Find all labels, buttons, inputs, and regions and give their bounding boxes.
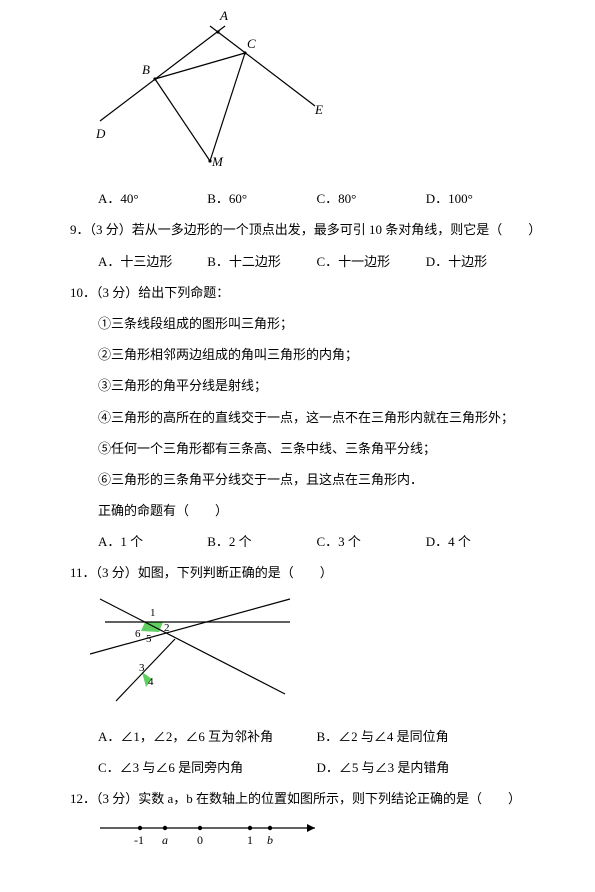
q9-text: 9．（3 分）若从一多边形的一个顶点出发，最多可引 10 条对角线，则它是（ ）	[70, 214, 535, 245]
q12-figure: -1 a 0 1 b	[90, 814, 535, 865]
svg-text:6: 6	[135, 628, 141, 640]
q11-figure: 1 2 5 6 3 4	[90, 589, 535, 715]
svg-text:2: 2	[164, 622, 170, 634]
q8-opt-c: C．80°	[317, 183, 426, 214]
q10-opt-a: A．1 个	[98, 526, 207, 557]
q10-text: 10．（3 分）给出下列命题：	[70, 277, 535, 308]
q11-opt-c: C．∠3 与∠6 是同旁内角	[98, 752, 317, 783]
svg-text:-1: -1	[134, 833, 144, 847]
svg-text:D: D	[95, 126, 106, 141]
q10-s1: ①三条线段组成的图形叫三角形；	[70, 308, 535, 339]
svg-text:A: A	[219, 8, 228, 23]
svg-text:B: B	[142, 62, 150, 77]
q8-opt-d: D．100°	[426, 183, 535, 214]
q9-opt-b: B．十二边形	[207, 246, 316, 277]
q10-s2: ②三角形相邻两边组成的角叫三角形的内角；	[70, 339, 535, 370]
svg-text:3: 3	[139, 662, 145, 674]
q11-opt-b: B．∠2 与∠4 是同位角	[317, 721, 536, 752]
q9-opt-d: D．十边形	[426, 246, 535, 277]
q10-s3: ③三角形的角平分线是射线；	[70, 370, 535, 401]
q12-text: 12．（3 分）实数 a，b 在数轴上的位置如图所示，则下列结论正确的是（ ）	[70, 783, 535, 814]
q8-options: A．40° B．60° C．80° D．100°	[70, 183, 535, 214]
q10-s7: 正确的命题有（ ）	[70, 495, 535, 526]
svg-text:1: 1	[150, 607, 156, 619]
svg-text:1: 1	[247, 833, 253, 847]
q10-opt-d: D．4 个	[426, 526, 535, 557]
q9-opt-a: A．十三边形	[98, 246, 207, 277]
q11-options-row2: C．∠3 与∠6 是同旁内角 D．∠5 与∠3 是内错角	[70, 752, 535, 783]
q10-s4: ④三角形的高所在的直线交于一点，这一点不在三角形内就在三角形外；	[70, 402, 535, 433]
svg-text:a: a	[162, 833, 168, 847]
svg-text:E: E	[314, 102, 323, 117]
q10-options: A．1 个 B．2 个 C．3 个 D．4 个	[70, 526, 535, 557]
q11-opt-d: D．∠5 与∠3 是内错角	[317, 752, 536, 783]
q8-figure: A B C D E M	[90, 6, 535, 177]
svg-text:4: 4	[148, 676, 154, 688]
q9-opt-c: C．十一边形	[317, 246, 426, 277]
q8-opt-a: A．40°	[98, 183, 207, 214]
q11-opt-a: A．∠1，∠2，∠6 互为邻补角	[98, 721, 317, 752]
q8-opt-b: B．60°	[207, 183, 316, 214]
svg-text:5: 5	[146, 633, 152, 645]
svg-text:b: b	[267, 833, 273, 847]
q10-opt-b: B．2 个	[207, 526, 316, 557]
q11-options-row1: A．∠1，∠2，∠6 互为邻补角 B．∠2 与∠4 是同位角	[70, 721, 535, 752]
q10-opt-c: C．3 个	[317, 526, 426, 557]
q10-s6: ⑥三角形的三条角平分线交于一点，且这点在三角形内．	[70, 464, 535, 495]
svg-text:M: M	[211, 154, 224, 166]
svg-text:0: 0	[197, 833, 203, 847]
svg-text:C: C	[247, 36, 256, 51]
q11-text: 11．（3 分）如图，下列判断正确的是（ ）	[70, 557, 535, 588]
q9-options: A．十三边形 B．十二边形 C．十一边形 D．十边形	[70, 246, 535, 277]
q10-s5: ⑤任何一个三角形都有三条高、三条中线、三条角平分线；	[70, 433, 535, 464]
